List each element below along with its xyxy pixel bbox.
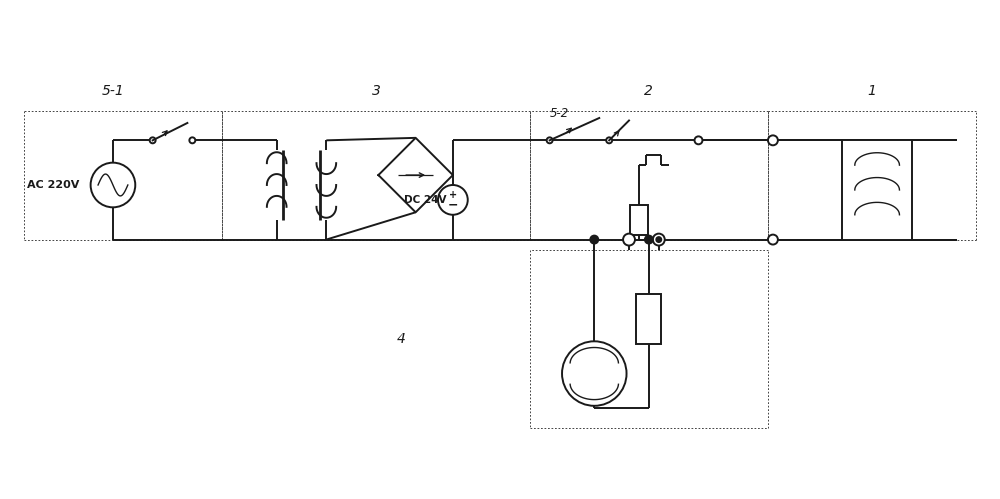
- Text: DC 24V: DC 24V: [404, 195, 447, 205]
- Circle shape: [562, 341, 627, 406]
- Circle shape: [768, 235, 778, 245]
- Circle shape: [653, 234, 665, 246]
- Text: AC 220V: AC 220V: [27, 180, 80, 190]
- Bar: [636, 294, 661, 344]
- Circle shape: [438, 185, 468, 215]
- Text: 3: 3: [372, 84, 380, 98]
- Circle shape: [91, 163, 135, 207]
- Text: +: +: [449, 190, 457, 200]
- Circle shape: [590, 236, 598, 244]
- Text: 5-2: 5-2: [550, 107, 569, 120]
- Text: 1: 1: [868, 84, 877, 98]
- Circle shape: [606, 137, 612, 143]
- Text: 4: 4: [396, 332, 405, 346]
- Circle shape: [623, 234, 635, 246]
- Circle shape: [695, 136, 702, 144]
- Circle shape: [656, 237, 661, 242]
- Circle shape: [768, 135, 778, 145]
- Circle shape: [645, 236, 653, 244]
- Circle shape: [547, 137, 553, 143]
- Bar: [630, 205, 648, 235]
- Bar: [842, 140, 912, 240]
- Text: 5-1: 5-1: [102, 84, 124, 98]
- Circle shape: [189, 137, 195, 143]
- Text: −: −: [448, 198, 458, 212]
- Circle shape: [150, 137, 156, 143]
- Text: 2: 2: [644, 84, 653, 98]
